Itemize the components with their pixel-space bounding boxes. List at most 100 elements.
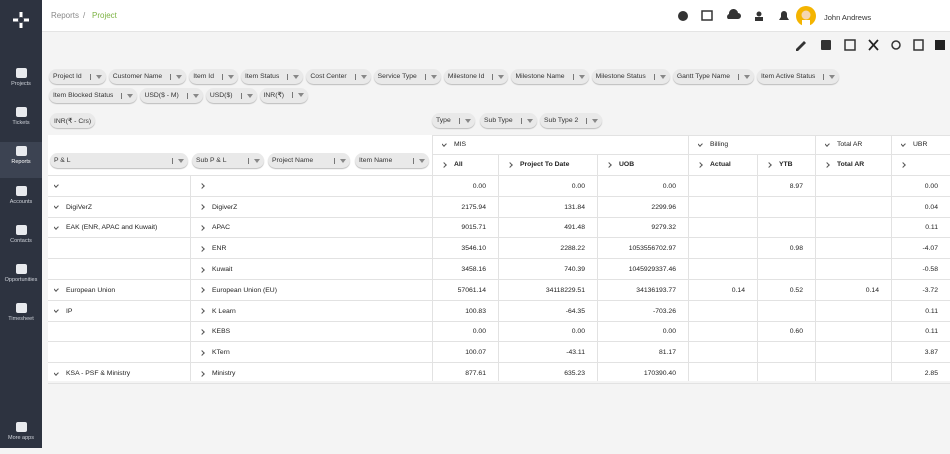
field-chip[interactable]: Item Blocked Status	[49, 88, 138, 103]
column-group-header[interactable]: UBR	[901, 135, 948, 154]
field-chip[interactable]: USD($)	[205, 88, 257, 103]
expand-icon	[825, 161, 830, 168]
sort-icon	[586, 117, 588, 124]
field-chip[interactable]: Gantt Type Name	[672, 69, 754, 84]
field-chip[interactable]: Item Id	[189, 69, 238, 84]
field-chip[interactable]: Type	[432, 113, 475, 128]
toolbar[interactable]	[793, 37, 950, 53]
field-chip[interactable]: USD($ - M)	[140, 88, 203, 103]
chip-label: Gantt Type Name	[676, 73, 730, 80]
row-header[interactable]: European Union (EU)	[200, 280, 430, 301]
row-header[interactable]: ENR	[200, 238, 430, 259]
row-header[interactable]	[200, 176, 430, 197]
expand-icon	[508, 161, 513, 168]
field-chip[interactable]: Milestone Name	[511, 69, 589, 84]
sort-icon	[653, 73, 655, 80]
field-chip[interactable]: Item Status	[240, 69, 304, 84]
expand-icon	[200, 287, 205, 294]
nav-item[interactable]: Tickets	[0, 103, 42, 139]
chip-label: Sub Type	[484, 117, 513, 124]
column-header[interactable]: Actual	[698, 154, 755, 175]
column-group-header[interactable]: MIS	[442, 135, 686, 154]
row-header[interactable]: Kuwait	[200, 259, 430, 280]
row-header[interactable]: K Learn	[200, 301, 430, 322]
column-header[interactable]: UOB	[607, 154, 686, 175]
value-cell: 740.39	[564, 266, 585, 274]
row-header[interactable]: DigiVerZ	[54, 197, 188, 218]
chip-label: Service Type	[377, 73, 417, 80]
field-chip[interactable]: Customer Name	[108, 69, 187, 84]
chip-label: INR(₹)	[263, 92, 285, 99]
row-header[interactable]: Ministry	[200, 363, 430, 384]
field-chip[interactable]: Item Active Status	[756, 69, 840, 84]
field-chip[interactable]: Project Name	[268, 153, 350, 168]
avatar[interactable]	[796, 6, 816, 26]
row-label: DigiVerZ	[66, 203, 93, 211]
nav-item[interactable]: More apps	[0, 418, 42, 454]
filter-icon	[227, 74, 234, 79]
row-header[interactable]: KTern	[200, 342, 430, 363]
field-chip[interactable]: Service Type	[373, 69, 441, 84]
header-label: Actual	[710, 161, 731, 168]
value-cell: -64.35	[565, 307, 585, 315]
column-header[interactable]: Total AR	[825, 154, 889, 175]
row-label: KSA - PSF & Ministry	[66, 370, 131, 378]
nav-item[interactable]: Contacts	[0, 221, 42, 257]
field-chip[interactable]: Sub Type 2	[540, 113, 603, 128]
breadcrumb[interactable]: Reports	[51, 11, 80, 20]
nav-item[interactable]: Accounts	[0, 182, 42, 218]
value-cell: 1053556702.97	[628, 245, 676, 253]
row-header[interactable]: KSA - PSF & Ministry	[54, 363, 188, 384]
grid-line	[48, 279, 950, 280]
field-chip[interactable]: Milestone Id	[443, 69, 509, 84]
breadcrumb-separator: /	[83, 11, 86, 20]
column-header[interactable]: YTB	[767, 154, 813, 175]
chip-label: P & L	[54, 157, 71, 164]
value-cell: 81.17	[658, 349, 676, 357]
nav-item[interactable]: Projects	[0, 64, 42, 100]
header-icons[interactable]	[676, 9, 796, 23]
header-label: Total AR	[837, 161, 865, 168]
collapse-icon	[825, 140, 830, 147]
field-chip[interactable]: Sub Type	[480, 113, 537, 128]
filter-icon	[192, 93, 199, 98]
nav-item[interactable]: Timesheet	[0, 299, 42, 335]
field-chip[interactable]: Milestone Status	[591, 69, 670, 84]
value-cell: 2299.96	[651, 203, 676, 211]
nav-item[interactable]: Opportunities	[0, 260, 42, 296]
field-chip[interactable]: Project Id	[49, 69, 106, 84]
nav-label: Projects	[11, 81, 31, 87]
row-label: Ministry	[212, 370, 236, 378]
field-chip[interactable]: INR(₹ - Crs)	[50, 113, 96, 128]
collapse-icon	[901, 140, 906, 147]
filter-icon	[430, 74, 437, 79]
filter-icon	[360, 74, 367, 79]
filter-icon	[829, 74, 836, 79]
field-chip[interactable]: P & L	[50, 153, 188, 168]
column-group-header[interactable]: Billing	[698, 135, 813, 154]
nav-item[interactable]: Reports	[0, 142, 42, 178]
field-chip[interactable]: INR(₹)	[259, 87, 309, 103]
row-header[interactable]: European Union	[54, 280, 188, 301]
column-header[interactable]	[901, 154, 948, 175]
field-chip[interactable]: Item Name	[355, 153, 429, 168]
nav-label: Accounts	[9, 199, 33, 205]
row-header[interactable]: IP	[54, 301, 188, 322]
field-chip[interactable]: Sub P & L	[192, 153, 264, 168]
row-header[interactable]: DigiverZ	[200, 197, 430, 218]
expand-icon	[200, 204, 205, 211]
field-chip[interactable]: Cost Center	[306, 69, 371, 84]
row-header[interactable]: APAC	[200, 218, 430, 239]
column-group-header[interactable]: Total AR	[825, 135, 889, 154]
column-header[interactable]: Project To Date	[508, 154, 595, 175]
user-name[interactable]: John Andrews	[824, 13, 872, 22]
filter-icon	[254, 158, 260, 163]
value-cell: 0.00	[472, 328, 486, 336]
row-header[interactable]: EAK (ENR, APAC and Kuwait)	[54, 218, 188, 239]
row-label: KTern	[212, 349, 230, 357]
value-cell: 9279.32	[651, 224, 676, 232]
sort-icon	[121, 92, 123, 99]
row-header[interactable]: KEBS	[200, 322, 430, 343]
column-header[interactable]: All	[442, 154, 496, 175]
row-header[interactable]	[54, 176, 188, 197]
